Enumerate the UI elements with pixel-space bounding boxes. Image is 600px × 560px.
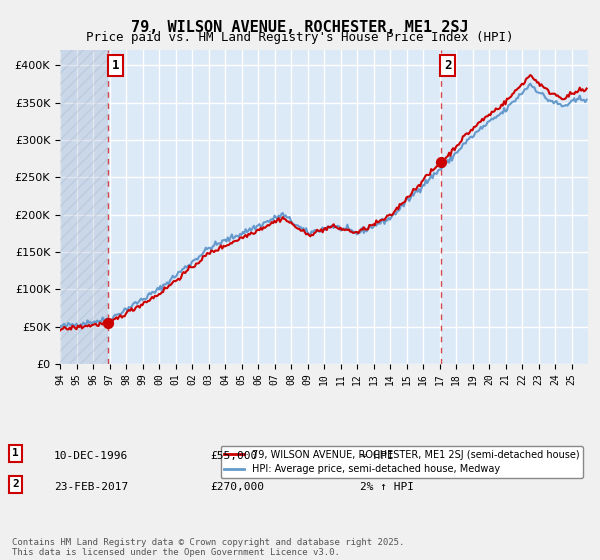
Legend: 79, WILSON AVENUE, ROCHESTER, ME1 2SJ (semi-detached house), HPI: Average price,: 79, WILSON AVENUE, ROCHESTER, ME1 2SJ (s… — [221, 446, 583, 478]
Text: 2: 2 — [12, 479, 19, 489]
Text: £55,000: £55,000 — [210, 451, 257, 461]
Text: 1: 1 — [112, 59, 119, 72]
Text: 1: 1 — [12, 449, 19, 459]
Text: 23-FEB-2017: 23-FEB-2017 — [54, 482, 128, 492]
Text: 79, WILSON AVENUE, ROCHESTER, ME1 2SJ: 79, WILSON AVENUE, ROCHESTER, ME1 2SJ — [131, 20, 469, 35]
Text: 2% ↑ HPI: 2% ↑ HPI — [360, 482, 414, 492]
Text: £270,000: £270,000 — [210, 482, 264, 492]
Text: ≈ HPI: ≈ HPI — [360, 451, 394, 461]
Point — [103, 319, 113, 328]
Point — [436, 158, 446, 167]
Text: Contains HM Land Registry data © Crown copyright and database right 2025.
This d: Contains HM Land Registry data © Crown c… — [12, 538, 404, 557]
Text: 2: 2 — [444, 59, 452, 72]
Text: 10-DEC-1996: 10-DEC-1996 — [54, 451, 128, 461]
Text: Price paid vs. HM Land Registry's House Price Index (HPI): Price paid vs. HM Land Registry's House … — [86, 31, 514, 44]
